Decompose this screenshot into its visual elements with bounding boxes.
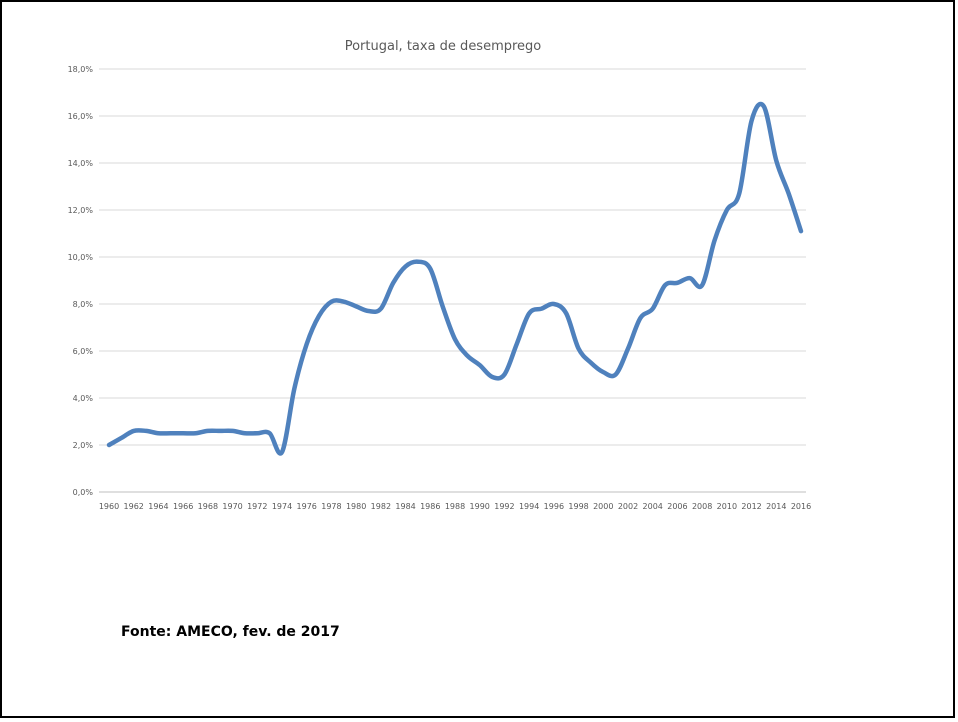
x-tick-label: 1994 xyxy=(519,502,539,511)
x-tick-label: 1968 xyxy=(198,502,218,511)
x-tick-label: 1962 xyxy=(124,502,144,511)
y-tick-label: 18,0% xyxy=(68,65,94,74)
x-tick-label: 1988 xyxy=(445,502,465,511)
chart-title: Portugal, taxa de desemprego xyxy=(345,39,542,54)
x-tick-label: 2006 xyxy=(667,502,687,511)
x-axis-tick-labels: 1960 1962 1964 1966 1968 1970 1972 1974 1976 1978… xyxy=(99,502,811,511)
y-tick-label: 8,0% xyxy=(73,300,94,309)
x-tick-label: 1986 xyxy=(420,502,440,511)
x-tick-label: 1964 xyxy=(148,502,168,511)
x-tick-label: 1966 xyxy=(173,502,193,511)
y-tick-label: 10,0% xyxy=(68,253,94,262)
x-tick-label: 2016 xyxy=(791,502,811,511)
x-tick-label: 1974 xyxy=(272,502,292,511)
y-tick-label: 0,0% xyxy=(73,488,94,497)
y-tick-label: 6,0% xyxy=(73,347,94,356)
x-tick-label: 1990 xyxy=(470,502,490,511)
x-tick-label: 1992 xyxy=(494,502,514,511)
x-tick-label: 1960 xyxy=(99,502,119,511)
x-tick-label: 1996 xyxy=(544,502,564,511)
x-tick-label: 2002 xyxy=(618,502,638,511)
x-tick-label: 1978 xyxy=(321,502,341,511)
series-line xyxy=(106,101,804,456)
x-tick-label: 1982 xyxy=(371,502,391,511)
y-tick-label: 4,0% xyxy=(73,394,94,403)
x-tick-label: 1998 xyxy=(568,502,588,511)
y-axis-tick-labels: 0,0% 2,0% 4,0% 6,0% 8,0% 10,0% 12,0% 14,0% 16,0%… xyxy=(68,65,94,497)
gridlines xyxy=(99,68,806,493)
series-layer xyxy=(106,101,804,456)
x-tick-label: 1980 xyxy=(346,502,366,511)
y-tick-label: 2,0% xyxy=(73,441,94,450)
y-tick-label: 14,0% xyxy=(68,159,94,168)
x-tick-label: 2014 xyxy=(766,502,786,511)
source-note: Fonte: AMECO, fev. de 2017 xyxy=(121,624,340,640)
x-tick-label: 1976 xyxy=(297,502,317,511)
x-tick-label: 1984 xyxy=(395,502,415,511)
x-tick-label: 2012 xyxy=(741,502,761,511)
x-tick-label: 2004 xyxy=(643,502,663,511)
y-tick-label: 12,0% xyxy=(68,206,94,215)
x-tick-label: 2008 xyxy=(692,502,712,511)
x-tick-label: 1970 xyxy=(222,502,242,511)
x-tick-label: 2000 xyxy=(593,502,613,511)
x-tick-label: 2010 xyxy=(717,502,737,511)
x-tick-label: 1972 xyxy=(247,502,267,511)
y-tick-label: 16,0% xyxy=(68,112,94,121)
